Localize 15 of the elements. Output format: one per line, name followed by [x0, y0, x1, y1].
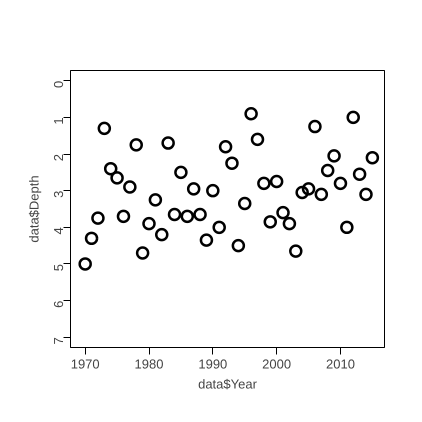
y-tick-label: 7 — [51, 337, 66, 344]
x-tick-label: 1980 — [134, 356, 164, 372]
y-tick-label: 0 — [51, 80, 66, 88]
y-tick-label: 3 — [51, 190, 66, 198]
x-tick-label: 2010 — [326, 356, 355, 372]
y-tick-label: 6 — [51, 300, 66, 308]
x-tick-label: 2000 — [262, 356, 292, 372]
x-axis-title: data$Year — [198, 376, 258, 392]
y-tick-label: 2 — [51, 154, 66, 162]
y-tick-label: 4 — [51, 227, 66, 235]
x-tick-label: 1970 — [70, 356, 100, 372]
x-tick-label: 1990 — [198, 356, 228, 372]
y-axis-title: data$Depth — [26, 175, 42, 243]
y-tick-label: 5 — [51, 264, 66, 272]
y-tick-label: 1 — [51, 117, 66, 125]
